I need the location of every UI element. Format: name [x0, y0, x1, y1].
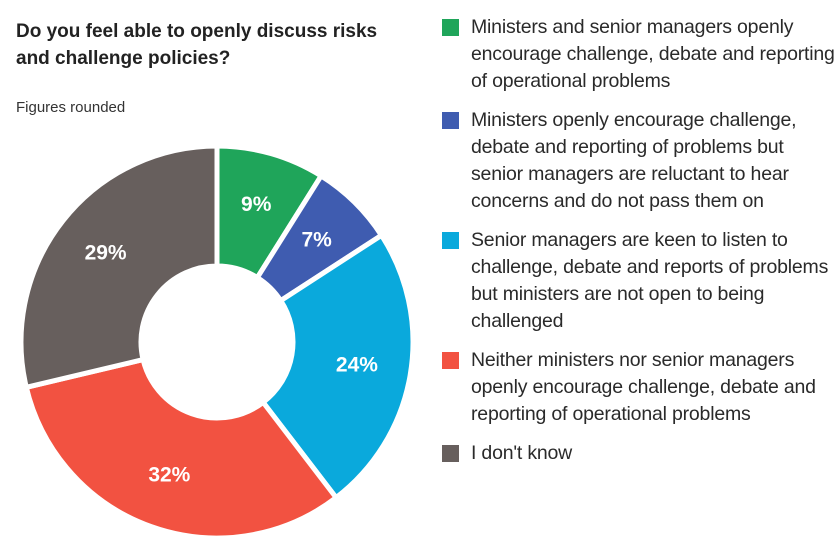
legend-label: Ministers and senior managers openly enc…	[471, 16, 835, 92]
donut-slice	[259, 231, 416, 502]
chart-title: Do you feel able to openly discuss risks…	[16, 21, 378, 69]
legend-swatch	[442, 112, 459, 129]
legend-item: Ministers openly encourage challenge, de…	[442, 107, 837, 215]
legend-label: Neither ministers nor senior managers op…	[471, 349, 816, 425]
slice-label: 24%	[336, 354, 378, 377]
legend-label: I don't know	[471, 442, 573, 464]
legend-swatch	[442, 445, 459, 462]
chart-subtitle: Figures rounded	[16, 99, 126, 116]
slice-label: 7%	[301, 228, 332, 251]
slice-label: 29%	[85, 242, 127, 265]
legend-item: Ministers and senior managers openly enc…	[442, 14, 837, 95]
legend-item: I don't know	[442, 440, 837, 467]
donut-chart: 9% 7% 24% 32% 29%	[18, 143, 416, 541]
legend-item: Neither ministers nor senior managers op…	[442, 347, 837, 428]
slice-label: 32%	[148, 463, 190, 486]
legend-swatch	[442, 232, 459, 249]
legend-swatch	[442, 352, 459, 369]
donut-slice	[23, 356, 340, 541]
legend-label: Ministers openly encourage challenge, de…	[471, 109, 797, 212]
legend: Ministers and senior managers openly enc…	[442, 14, 837, 479]
donut-slice	[18, 143, 220, 391]
legend-item: Senior managers are keen to listen to ch…	[442, 227, 837, 335]
legend-label: Senior managers are keen to listen to ch…	[471, 229, 829, 332]
slice-label: 9%	[241, 193, 272, 216]
legend-swatch	[442, 19, 459, 36]
